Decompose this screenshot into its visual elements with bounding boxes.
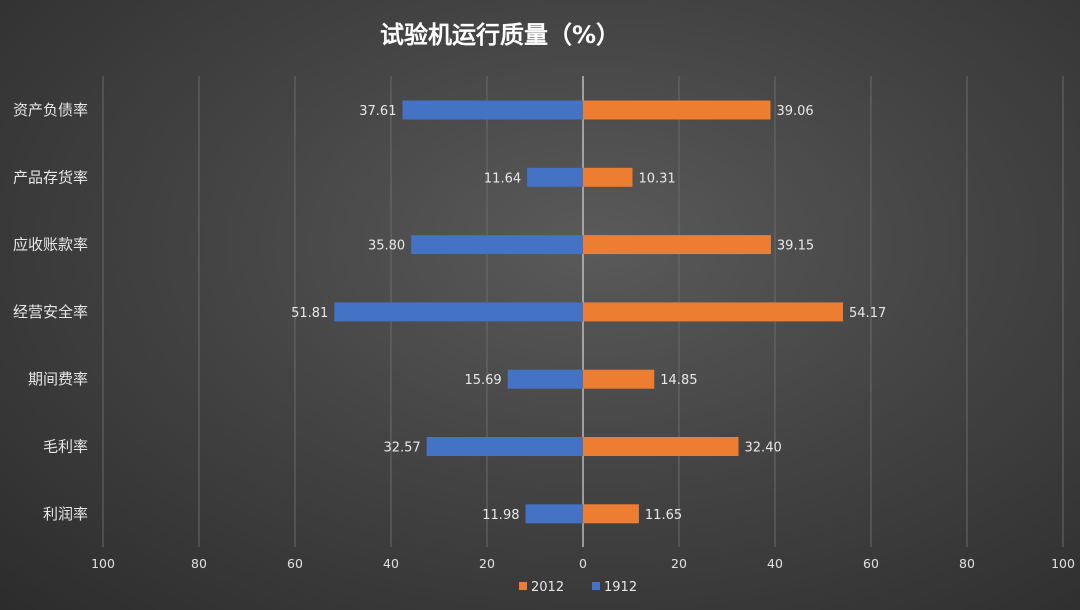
- data-label: 32.40: [745, 441, 782, 456]
- category-label: 期间费率: [28, 370, 88, 388]
- bar-1912: [334, 302, 583, 322]
- data-label: 11.98: [482, 508, 519, 523]
- legend: 2012 1912: [519, 580, 637, 595]
- bar-1912: [525, 504, 583, 524]
- data-label: 39.06: [776, 104, 813, 119]
- bar-2012: [583, 302, 844, 322]
- bar-2012: [583, 369, 655, 389]
- data-label: 10.31: [638, 171, 675, 186]
- category-label: 利润率: [43, 505, 88, 523]
- data-label: 14.85: [660, 373, 697, 388]
- x-tick-label: 0: [579, 556, 587, 571]
- x-tick-labels: 100 80 60 40 20 0 20 40 60 80 100: [91, 556, 1075, 571]
- legend-swatch: [519, 582, 527, 590]
- bar-1912: [411, 235, 583, 255]
- x-tick-label: 80: [191, 556, 207, 571]
- data-label: 39.15: [777, 239, 814, 254]
- category-label: 毛利率: [43, 438, 88, 456]
- category-label: 产品存货率: [13, 168, 88, 186]
- data-label: 35.80: [368, 239, 405, 254]
- x-tick-label: 40: [383, 556, 399, 571]
- data-label: 11.64: [484, 171, 521, 186]
- bar-2012: [583, 167, 633, 187]
- x-tick-label: 100: [91, 556, 115, 571]
- bar-1912: [426, 437, 583, 456]
- legend-label: 2012: [531, 580, 564, 595]
- chart-title: 试验机运行质量（%）: [380, 21, 620, 49]
- bars: 37.61 11.64 35.80 51.81 15.69 32.57 11.98 39.06…: [291, 100, 886, 524]
- category-label: 资产负债率: [13, 101, 88, 119]
- data-label: 15.69: [464, 373, 501, 388]
- category-label: 应收账款率: [13, 236, 88, 254]
- data-label: 32.57: [383, 441, 420, 456]
- category-label: 经营安全率: [13, 303, 88, 321]
- bar-1912: [402, 100, 583, 120]
- bar-1912: [507, 369, 583, 389]
- x-tick-label: 80: [959, 556, 975, 571]
- bar-1912: [527, 167, 583, 187]
- legend-label: 1912: [604, 580, 637, 595]
- legend-swatch: [592, 582, 600, 590]
- data-label: 11.65: [645, 508, 682, 523]
- bar-2012: [583, 504, 639, 524]
- data-label: 37.61: [359, 104, 396, 119]
- x-tick-label: 100: [1051, 556, 1075, 571]
- x-tick-label: 20: [479, 556, 495, 571]
- bar-2012: [583, 100, 771, 120]
- bar-2012: [583, 437, 739, 456]
- data-label: 51.81: [291, 306, 328, 321]
- data-label: 54.17: [849, 306, 886, 321]
- x-tick-label: 40: [767, 556, 783, 571]
- x-tick-label: 60: [287, 556, 303, 571]
- x-tick-label: 60: [863, 556, 879, 571]
- bar-2012: [583, 235, 771, 255]
- x-tick-label: 20: [671, 556, 687, 571]
